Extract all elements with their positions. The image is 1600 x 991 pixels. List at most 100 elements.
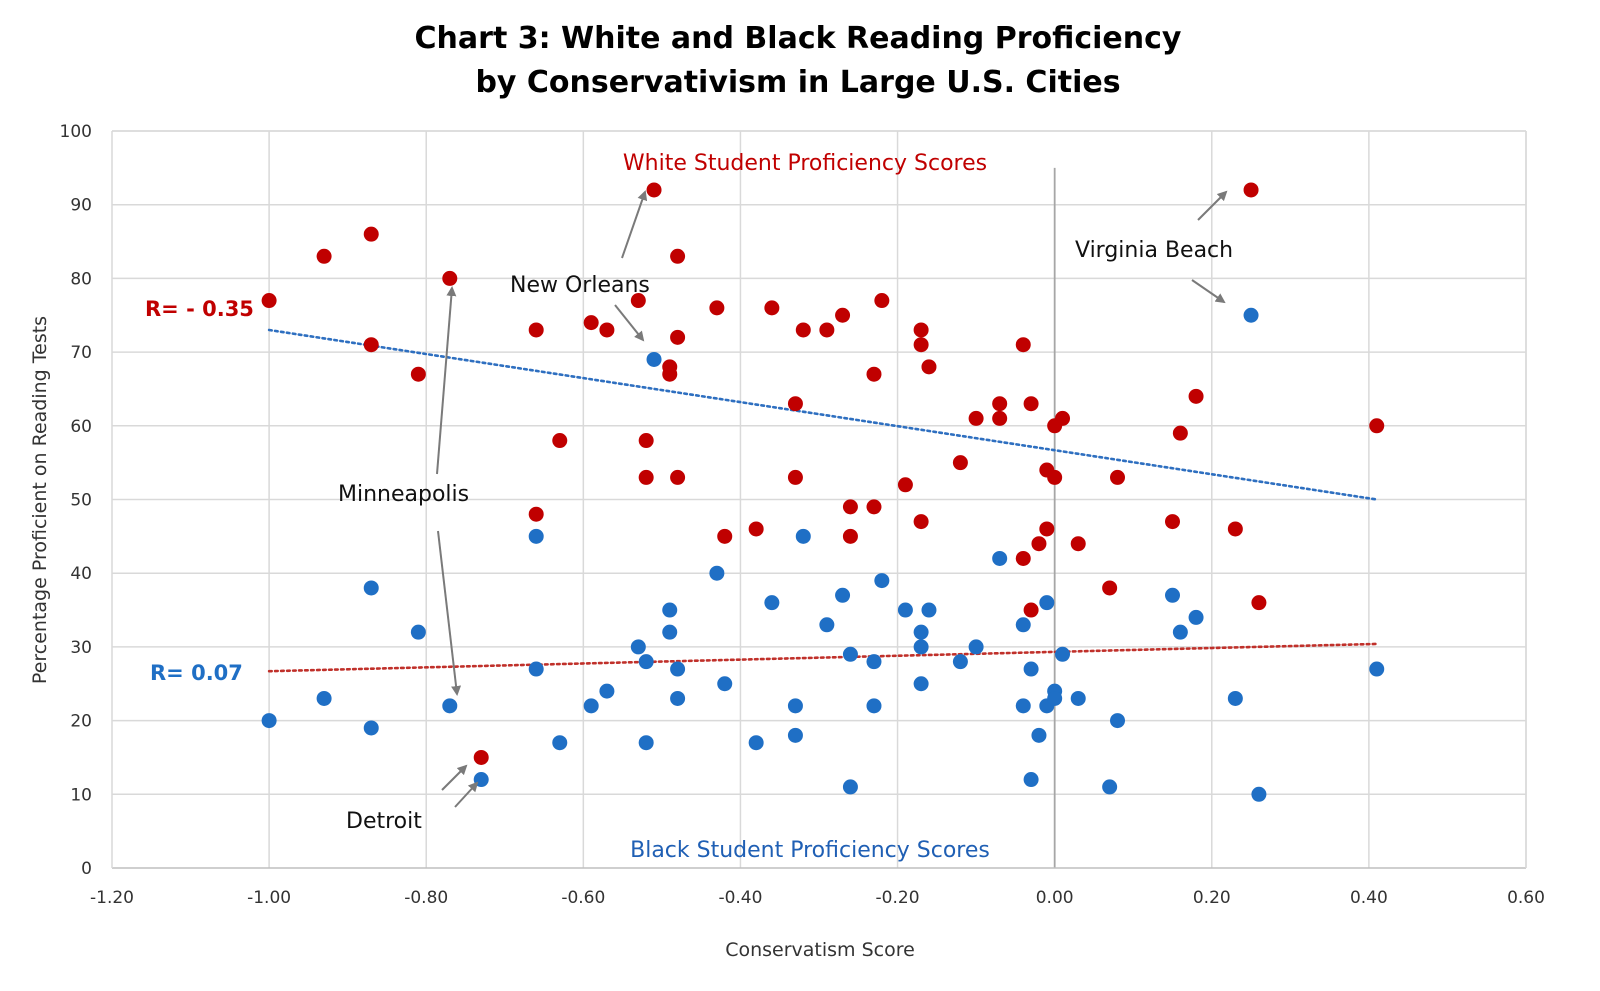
data-point — [1047, 690, 1063, 706]
data-point — [842, 528, 858, 544]
trendlines — [267, 328, 1379, 673]
data-point — [1070, 536, 1086, 552]
data-point — [662, 624, 678, 640]
data-point — [1039, 595, 1055, 611]
data-point — [1251, 786, 1267, 802]
arrow-minneapolis-white — [436, 286, 457, 475]
data-point — [897, 602, 913, 618]
data-point — [866, 698, 882, 714]
gridlines — [112, 130, 1527, 868]
data-point — [638, 433, 654, 449]
arrow-minneapolis-black — [437, 530, 462, 696]
data-point — [1102, 779, 1118, 795]
data-point — [442, 698, 458, 714]
data-point — [1102, 580, 1118, 596]
data-point — [921, 359, 937, 375]
data-point — [528, 528, 544, 544]
data-point — [968, 410, 984, 426]
series-black — [261, 307, 1385, 802]
data-point — [992, 396, 1008, 412]
data-point — [819, 322, 835, 338]
data-point — [552, 735, 568, 751]
data-point — [670, 661, 686, 677]
data-point — [787, 469, 803, 485]
data-point — [1015, 698, 1031, 714]
data-point — [1165, 514, 1180, 530]
data-point — [709, 565, 725, 581]
x-tick-label: -0.40 — [718, 888, 762, 908]
data-point — [952, 455, 968, 471]
y-tick-label: 40 — [70, 564, 92, 584]
data-point — [913, 337, 929, 353]
data-point — [952, 654, 968, 670]
annotation-detroit: Detroit — [346, 809, 422, 834]
data-point — [1015, 337, 1031, 353]
data-point — [646, 351, 662, 367]
trendline-1 — [267, 328, 1379, 501]
data-point — [662, 366, 678, 382]
data-point — [528, 322, 544, 338]
data-point — [473, 749, 489, 765]
data-point — [316, 690, 332, 706]
data-point — [528, 506, 544, 522]
data-point — [552, 433, 568, 449]
data-point — [1227, 521, 1243, 537]
data-point — [1023, 661, 1039, 677]
data-point — [835, 587, 851, 603]
arrow-new-orleans-white — [621, 190, 648, 259]
data-point — [1015, 617, 1031, 633]
data-point — [1369, 418, 1385, 434]
data-point — [748, 521, 764, 537]
data-point — [866, 654, 882, 670]
data-point — [363, 580, 379, 596]
data-point — [1110, 713, 1126, 729]
y-tick-label: 20 — [70, 712, 92, 732]
x-tick-label: -0.20 — [876, 888, 920, 908]
data-point — [1110, 469, 1126, 485]
y-tick-label: 30 — [70, 638, 92, 658]
series-white — [261, 182, 1385, 765]
chart-title-line2: by Conservativism in Large U.S. Cities — [475, 65, 1120, 100]
x-tick-label: 0.00 — [1036, 888, 1074, 908]
data-point — [795, 322, 811, 338]
data-point — [1039, 521, 1055, 537]
data-point — [842, 646, 858, 662]
trendline-2 — [267, 642, 1379, 673]
data-point — [787, 727, 803, 743]
x-tick-label: -0.60 — [561, 888, 605, 908]
data-point — [1369, 661, 1385, 677]
data-point — [897, 477, 913, 493]
data-point — [1243, 182, 1259, 198]
data-point — [842, 499, 858, 515]
data-point — [261, 713, 277, 729]
data-point — [717, 528, 733, 544]
data-point — [670, 690, 686, 706]
data-point — [1070, 690, 1086, 706]
data-point — [992, 410, 1008, 426]
annotation-virginia-beach: Virginia Beach — [1075, 238, 1233, 263]
data-point — [992, 550, 1008, 566]
data-point — [748, 735, 764, 751]
y-tick-label: 70 — [70, 343, 92, 363]
annotation-new-orleans: New Orleans — [510, 273, 650, 298]
r-white-label: R= - 0.35 — [145, 297, 254, 321]
data-point — [528, 661, 544, 677]
data-point — [583, 315, 599, 331]
data-point — [913, 676, 929, 692]
data-point — [1243, 307, 1259, 323]
data-point — [717, 676, 733, 692]
data-point — [1188, 609, 1204, 625]
data-point — [1055, 646, 1071, 662]
data-point — [913, 639, 929, 655]
data-point — [819, 617, 835, 633]
data-point — [410, 624, 426, 640]
y-tick-label: 50 — [70, 491, 92, 511]
r-black-label: R= 0.07 — [150, 661, 243, 685]
data-point — [630, 639, 646, 655]
annotation-minneapolis: Minneapolis — [338, 482, 469, 507]
data-point — [410, 366, 426, 382]
white-series-label: White Student Proficiency Scores — [623, 151, 987, 176]
data-point — [630, 293, 646, 309]
data-point — [1172, 425, 1188, 441]
